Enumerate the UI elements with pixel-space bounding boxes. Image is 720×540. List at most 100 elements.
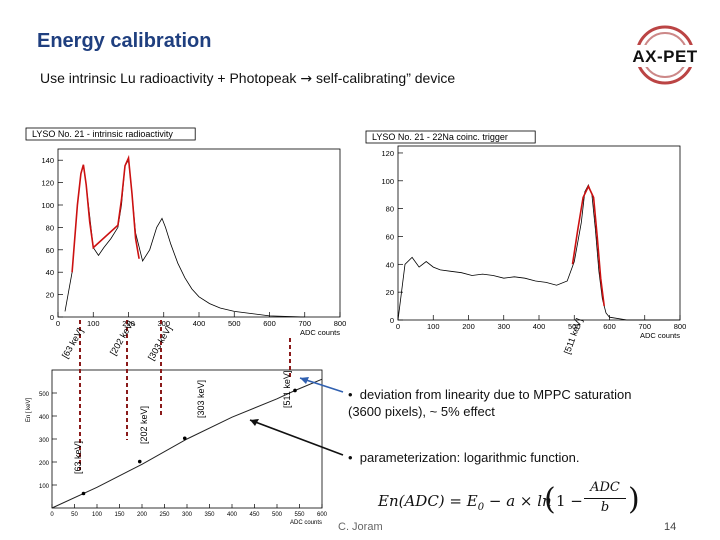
chart-1-title: LYSO No. 21 - 22Na coinc. trigger [372,132,508,142]
formula-denominator: b [600,500,610,515]
histogram-coinc: LYSO No. 21 - 22Na coinc. trigger 0 20 40 60… [364,130,694,340]
chart-1-xtick-label: 100 [427,322,440,331]
bullet-dot-icon: • [348,387,360,402]
chart-2-ytick-label: 200 [39,461,50,467]
chart-0-series-1 [71,154,140,273]
chart-0-xtick-label: 700 [298,319,311,328]
formula-lhs: En(ADC) = E [378,492,478,510]
chart-2-xtick-label: 0 [50,512,54,518]
histogram-coinc-plot: LYSO No. 21 - 22Na coinc. trigger 0 20 40 60… [365,130,687,340]
label-63-side: [63 keV] [73,440,83,474]
chart-2-xtick-label: 600 [317,512,328,518]
chart-0-xtick-label: 400 [193,319,206,328]
chart-2-point [182,436,187,441]
histogram-intrinsic: LYSO No. 21 - intrinsic radioactivity 0 20… [24,127,354,337]
chart-0-ytick-label: 0 [50,313,54,322]
chart-2-ytick-label: 500 [39,392,50,398]
chart-2-xtick-label: 350 [204,512,215,518]
histogram-intrinsic-plot: LYSO No. 21 - intrinsic radioactivity 0 20… [25,127,347,337]
chart-1-xtick-label: 0 [396,322,400,331]
chart-0-xtick-label: 800 [334,319,347,328]
bullet-2: • parameterization: logarithmic function… [348,449,668,466]
chart-0-xtick-label: 100 [87,319,100,328]
chart-0-xtick-label: 0 [56,319,60,328]
chart-1-frame [397,145,681,321]
chart-2-xtick-label: 100 [92,512,103,518]
chart-2-ytick-label: 300 [39,438,50,444]
chart-0-ytick-label: 60 [46,246,54,255]
chart-1-series-1 [571,184,605,307]
chart-2-xtick-label: 450 [249,512,260,518]
formula-one: 1 − [556,492,583,510]
chart-1-xlabel: ADC counts [640,331,680,340]
chart-0-xtick-label: 600 [263,319,276,328]
chart-1-xtick-label: 400 [533,322,546,331]
formula-fraction-bar [584,498,626,499]
chart-2-xtick-label: 150 [114,512,125,518]
chart-2-xtick-label: 550 [294,512,305,518]
logo-gear-icon [624,25,706,85]
chart-1-ytick-label: 20 [386,288,394,297]
chart-2-xtick-label: 500 [272,512,283,518]
chart-1-ytick-label: 100 [381,177,394,186]
formula: En(ADC) = E0 − a × ln ( 1 − ADC b ) [378,478,640,524]
subtitle-text: Use intrinsic Lu radioactivity + Photope… [40,70,297,86]
chart-1-ytick-label: 80 [386,205,394,214]
chart-2-xtick-label: 200 [137,512,148,518]
chart-0-ytick-label: 20 [46,291,54,300]
formula-numerator: ADC [590,480,620,495]
chart-2-ylabel: En [ keV] [26,398,32,423]
chart-0-ytick-label: 100 [41,201,54,210]
chart-2-xlabel: ADC counts [290,520,322,526]
chart-0-ytick-label: 120 [41,179,54,188]
chart-1-title-box [365,130,536,144]
chart-2-fit-line [51,378,323,509]
chart-2-point [81,491,86,496]
chart-0-xtick-label: 500 [228,319,241,328]
chart-1-xtick-label: 200 [462,322,475,331]
formula-sub: 0 [477,502,485,513]
chart-0-title-box [25,127,196,141]
arrow-icon: → [300,71,313,87]
chart-0-ytick-label: 80 [46,223,54,232]
chart-1-xtick-label: 600 [603,322,616,331]
chart-2-point [293,388,297,393]
subtitle-end: self-calibrating” device [315,70,456,86]
bullet-2-text: parameterization: logarithmic function. [359,450,580,465]
chart-0-ytick-label: 140 [41,156,54,165]
page-number: 14 [664,521,677,533]
chart-1-xtick-label: 800 [674,322,687,331]
slide-title: Energy calibration [37,30,212,52]
formula-middle: − a × ln [484,492,552,510]
chart-0-series-0 [64,159,305,318]
footer-author: C. Joram [338,521,383,533]
chart-0-xtick-label: 300 [157,319,170,328]
bullet-1-text: deviation from linearity due to MPPC sat… [348,387,632,419]
chart-0-xtick-label: 200 [122,319,135,328]
chart-2-ytick-label: 100 [39,484,50,490]
chart-1-xtick-label: 700 [638,322,651,331]
chart-1-ytick-label: 120 [381,149,394,158]
chart-2-xtick-label: 300 [182,512,193,518]
logo-text: AX-PET [632,47,698,66]
chart-1-xtick-label: 300 [497,322,510,331]
chart-0-ytick-label: 40 [46,268,54,277]
subtitle: Use intrinsic Lu radioactivity + Photope… [40,70,455,87]
chart-0-title: LYSO No. 21 - intrinsic radioactivity [32,129,173,139]
label-202-side: [202 keV] [139,405,149,444]
calibration-plot-svg: 100 200 300 400 500 0 50 100 150 200 250 300 350 400 4… [26,369,328,526]
chart-2-point [137,459,142,464]
chart-0-xlabel: ADC counts [300,328,340,337]
chart-1-ytick-label: 40 [386,260,394,269]
ax-pet-logo: AX-PET [622,22,708,88]
chart-2-xtick-label: 250 [159,512,170,518]
chart-1-ytick-label: 60 [386,232,394,241]
chart-2-xtick-label: 50 [71,512,78,518]
formula-paren-left: ( [544,482,556,517]
chart-1-xtick-label: 500 [568,322,581,331]
chart-1-ytick-label: 0 [390,316,394,325]
formula-paren-right: ) [628,482,640,517]
chart-2-xtick-label: 400 [227,512,238,518]
chart-0-frame [57,148,341,318]
chart-1-series-0 [397,184,680,321]
